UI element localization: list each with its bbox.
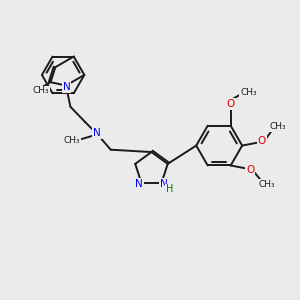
Text: CH₃: CH₃ <box>32 86 49 95</box>
Text: O: O <box>226 99 235 109</box>
Text: CH₃: CH₃ <box>240 88 257 97</box>
Text: CH₃: CH₃ <box>258 180 275 189</box>
Text: N: N <box>63 82 70 92</box>
Text: N: N <box>93 128 101 138</box>
Text: O: O <box>257 136 266 146</box>
Text: N: N <box>160 179 168 189</box>
Text: O: O <box>246 165 254 175</box>
Text: H: H <box>166 184 173 194</box>
Text: CH₃: CH₃ <box>64 136 80 146</box>
Text: CH₃: CH₃ <box>270 122 286 131</box>
Text: N: N <box>135 178 143 188</box>
